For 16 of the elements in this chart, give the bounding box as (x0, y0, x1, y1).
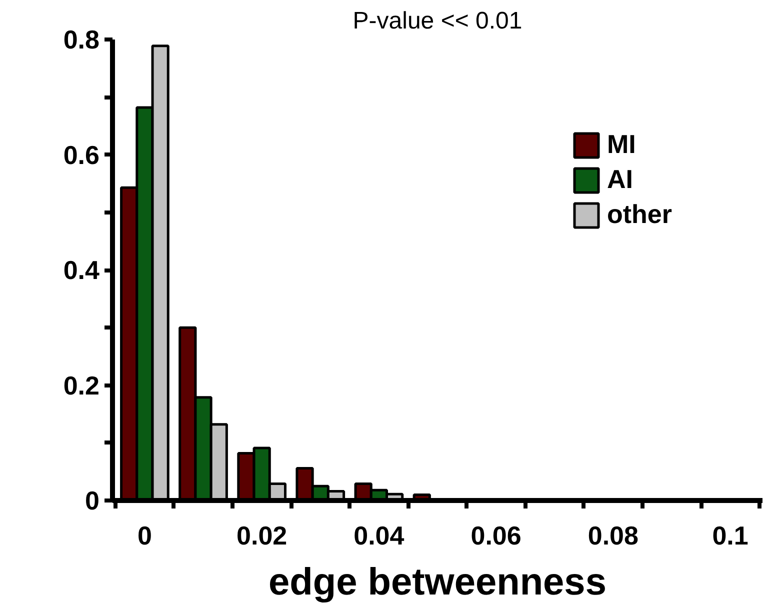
y-tick-label: 0.6 (63, 140, 100, 170)
x-tick-label: 0.02 (236, 520, 288, 550)
x-tick-label: 0.08 (588, 520, 638, 550)
x-tick-label: 0.06 (470, 520, 522, 550)
legend-label: other (607, 199, 672, 230)
y-tick-label: 0.2 (63, 370, 100, 400)
chart-title: P-value << 0.01 (352, 8, 522, 34)
y-tick-label: 0.4 (63, 255, 100, 285)
legend-label: AI (607, 164, 633, 195)
y-tick-label: 0 (85, 486, 100, 516)
y-tick-label: 0.8 (63, 24, 100, 54)
x-tick-label: 0 (137, 520, 152, 550)
x-tick-label: 0.1 (712, 520, 748, 550)
legend-label: MI (607, 129, 636, 160)
x-tick-label: 0.04 (354, 520, 405, 550)
x-axis-title: edge betweenness (268, 562, 606, 604)
